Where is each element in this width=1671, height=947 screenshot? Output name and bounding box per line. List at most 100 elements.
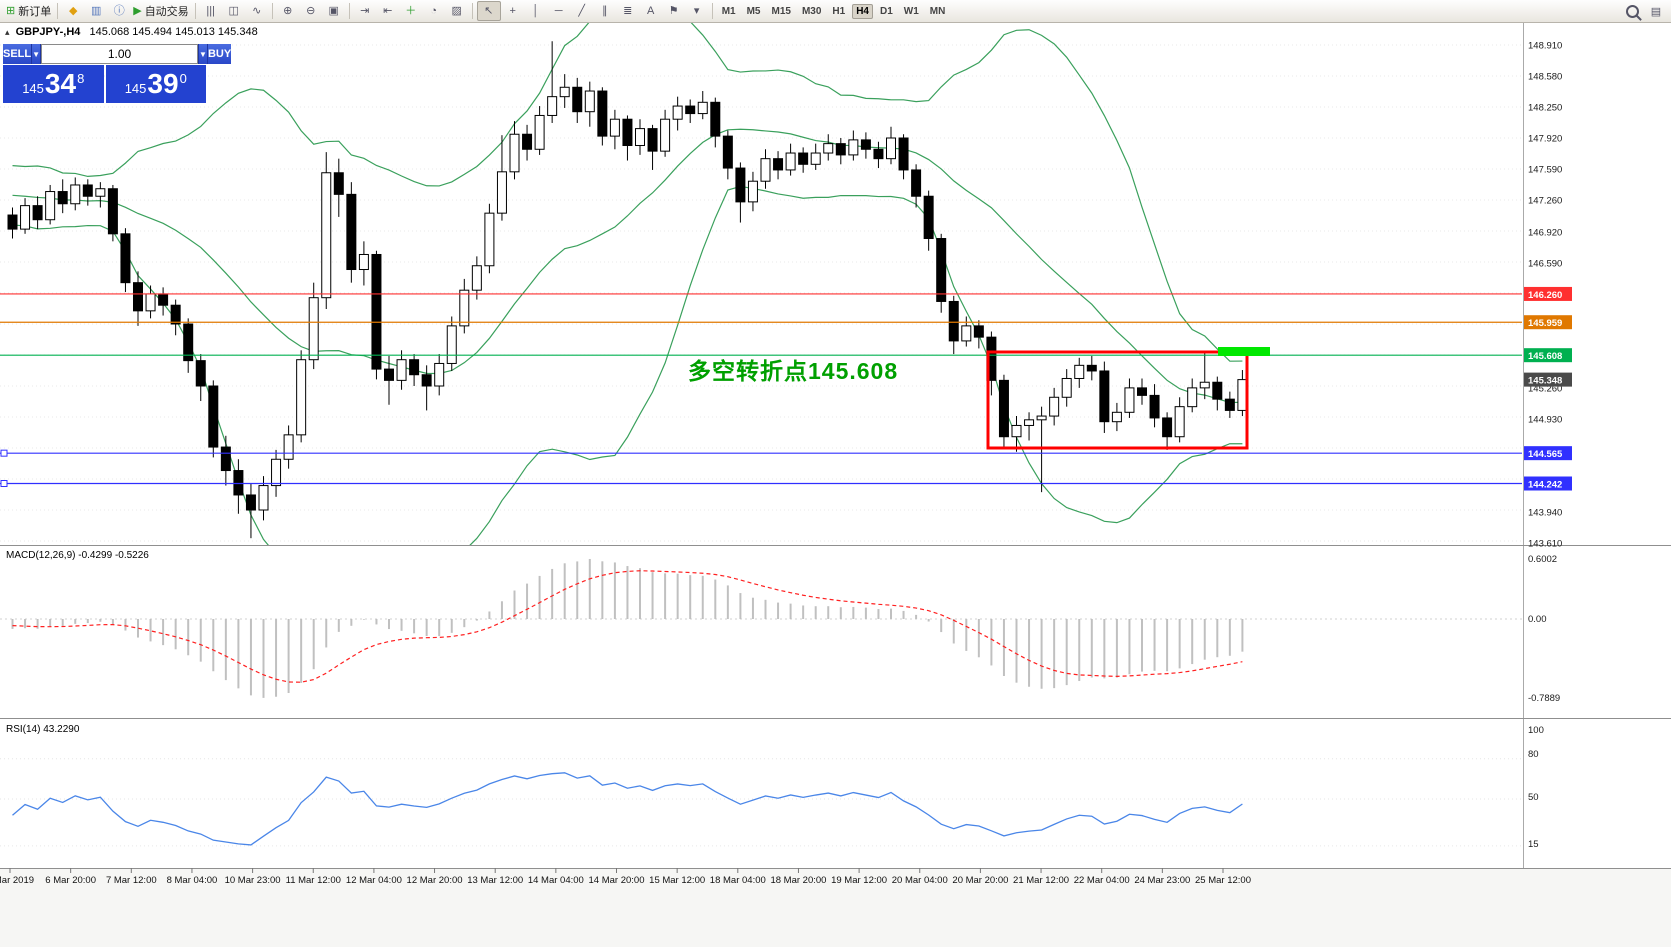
- buy-price-point: 0: [179, 70, 187, 86]
- horizontal-lines[interactable]: [0, 293, 1522, 488]
- svg-text:22 Mar 04:00: 22 Mar 04:00: [1074, 875, 1130, 886]
- template-icon[interactable]: ▨: [446, 2, 468, 20]
- svg-text:8 Mar 04:00: 8 Mar 04:00: [167, 875, 218, 886]
- price-tag: [1524, 372, 1572, 387]
- add-indicator-icon: ＋: [405, 4, 417, 17]
- timeframe-h1-button[interactable]: H1: [832, 5, 846, 17]
- lot-size-input[interactable]: [41, 44, 199, 64]
- candle-chart-icon[interactable]: ◫: [223, 2, 245, 20]
- tile-windows-icon[interactable]: ▣: [323, 2, 345, 20]
- candles-layer: [7, 41, 1248, 539]
- svg-text:24 Mar 23:00: 24 Mar 23:00: [1134, 875, 1190, 886]
- profile-icon[interactable]: ▥: [85, 2, 107, 20]
- chart-shift-icon: ⇥: [360, 4, 370, 17]
- crosshair-icon[interactable]: +: [502, 2, 524, 20]
- fibonacci-icon[interactable]: ≣: [617, 2, 639, 20]
- macd-layer: [0, 558, 1522, 698]
- shapes-dropdown-icon[interactable]: ▾: [686, 2, 708, 20]
- search-icon[interactable]: [1626, 4, 1639, 18]
- svg-text:7 Mar 12:00: 7 Mar 12:00: [106, 875, 157, 886]
- tile-windows-icon: ▣: [328, 4, 339, 17]
- svg-text:147.590: 147.590: [1528, 164, 1562, 175]
- rsi-line: [12, 772, 1243, 846]
- bar-chart-icon[interactable]: |||: [200, 2, 222, 20]
- buy-dropdown-icon[interactable]: ▼: [198, 44, 208, 64]
- timeframe-d1-button[interactable]: D1: [880, 5, 893, 17]
- buy-price-display[interactable]: 145 39 0: [105, 65, 206, 103]
- svg-text:147.260: 147.260: [1528, 195, 1562, 206]
- sell-dropdown-icon[interactable]: ▼: [31, 44, 42, 64]
- trendline-icon[interactable]: ╱: [571, 2, 593, 20]
- auto-scroll-icon[interactable]: ⇤: [377, 2, 399, 20]
- line-chart-icon[interactable]: ∿: [246, 2, 268, 20]
- metaeditor-icon[interactable]: ◆: [62, 2, 84, 20]
- horizontal-line-icon[interactable]: ─: [548, 2, 570, 20]
- channel-icon[interactable]: ∥: [594, 2, 616, 20]
- new-order-label: 新订单: [18, 6, 52, 18]
- svg-text:5 Mar 2019: 5 Mar 2019: [0, 875, 34, 886]
- profile-icon: ▥: [91, 4, 102, 17]
- add-indicator-icon[interactable]: ＋: [400, 2, 422, 20]
- one-click-trading-panel: SELL ▼ ▼ BUY 145 34 8 145 39 0: [3, 44, 232, 103]
- data-window-icon: ⓘ: [113, 4, 125, 17]
- channel-icon: ∥: [601, 4, 608, 17]
- svg-text:11 Mar 12:00: 11 Mar 12:00: [286, 875, 341, 886]
- timeframe-mn-button[interactable]: MN: [929, 5, 946, 17]
- sell-button[interactable]: SELL: [3, 44, 32, 64]
- sell-price-display[interactable]: 145 34 8: [3, 65, 104, 103]
- chart-background: [0, 22, 1671, 868]
- buy-price-pips: 39: [147, 68, 179, 99]
- data-window-icon[interactable]: ⓘ: [108, 2, 130, 20]
- svg-text:100: 100: [1528, 725, 1544, 736]
- crosshair-icon: +: [509, 4, 516, 17]
- text-tool-icon: A: [647, 4, 655, 17]
- svg-text:20 Mar 04:00: 20 Mar 04:00: [892, 875, 948, 886]
- chart-shift-icon[interactable]: ⇥: [354, 2, 376, 20]
- period-icon: ◔: [430, 4, 438, 17]
- new-order-button[interactable]: ⊞ 新订单: [4, 2, 53, 20]
- buy-button[interactable]: BUY: [207, 44, 232, 64]
- svg-text:145.959: 145.959: [1528, 318, 1562, 329]
- svg-text:50: 50: [1528, 792, 1539, 803]
- svg-text:144.930: 144.930: [1528, 414, 1562, 425]
- svg-text:144.242: 144.242: [1528, 480, 1562, 491]
- zoom-out-icon[interactable]: ⊖: [300, 2, 322, 20]
- highlight-rectangle[interactable]: [986, 350, 1249, 450]
- green-level-mark[interactable]: [1218, 347, 1270, 356]
- svg-text:0.6002: 0.6002: [1528, 554, 1557, 565]
- price-tag: [1524, 286, 1572, 301]
- svg-text:10 Mar 23:00: 10 Mar 23:00: [225, 875, 281, 886]
- vertical-line-icon[interactable]: │: [525, 2, 547, 20]
- timeframe-h4-button[interactable]: H4: [852, 3, 873, 19]
- trade-top-row: SELL ▼ ▼ BUY: [3, 44, 232, 64]
- period-icon[interactable]: ◔: [423, 2, 445, 20]
- time-axis-labels: 5 Mar 2019 6 Mar 20:00 7 Mar 12:00 8 Mar 04…: [0, 868, 1251, 886]
- svg-text:15 Mar 12:00: 15 Mar 12:00: [649, 875, 705, 886]
- chart-windows-icon[interactable]: ▤: [1650, 5, 1662, 18]
- collapse-arrow-icon[interactable]: ▴: [5, 27, 10, 37]
- timeframe-m15-button[interactable]: M15: [771, 5, 791, 17]
- pivot-annotation-text[interactable]: 多空转折点145.608: [688, 358, 899, 384]
- cursor-icon[interactable]: ↖: [476, 1, 501, 21]
- timeframe-m30-button[interactable]: M30: [801, 5, 822, 17]
- trade-price-row: 145 34 8 145 39 0: [3, 65, 206, 103]
- svg-text:15: 15: [1528, 839, 1539, 850]
- autotrading-label: 自动交易: [144, 6, 189, 18]
- timeframe-m5-button[interactable]: M5: [746, 5, 761, 17]
- label-tool-icon[interactable]: ⚑: [663, 2, 685, 20]
- autotrading-button[interactable]: ▶ 自动交易: [131, 2, 190, 20]
- bar-chart-icon: |||: [206, 4, 215, 17]
- sell-price-figure: 145: [22, 80, 44, 96]
- price-tag: [1524, 348, 1572, 363]
- zoom-in-icon[interactable]: ⊕: [277, 2, 299, 20]
- timeframe-w1-button[interactable]: W1: [903, 5, 919, 17]
- svg-text:19 Mar 12:00: 19 Mar 12:00: [831, 875, 887, 886]
- svg-text:145.260: 145.260: [1528, 383, 1562, 394]
- text-tool-icon[interactable]: A: [640, 2, 662, 20]
- toolbar: ⊞ 新订单 ◆ ▥ ⓘ ▶ 自动交易 ||| ◫ ∿ ⊕ ⊖ ▣ ⇥ ⇤ ＋ ◔ ▨ ↖ + │ ─ ╱ ∥ ≣ A ⚑ ▾ M1 M5 M…: [0, 0, 1671, 23]
- trendline-icon: ╱: [578, 4, 585, 17]
- svg-text:0.00: 0.00: [1528, 614, 1547, 625]
- timeframe-m1-button[interactable]: M1: [721, 5, 736, 17]
- svg-text:143.940: 143.940: [1528, 507, 1562, 518]
